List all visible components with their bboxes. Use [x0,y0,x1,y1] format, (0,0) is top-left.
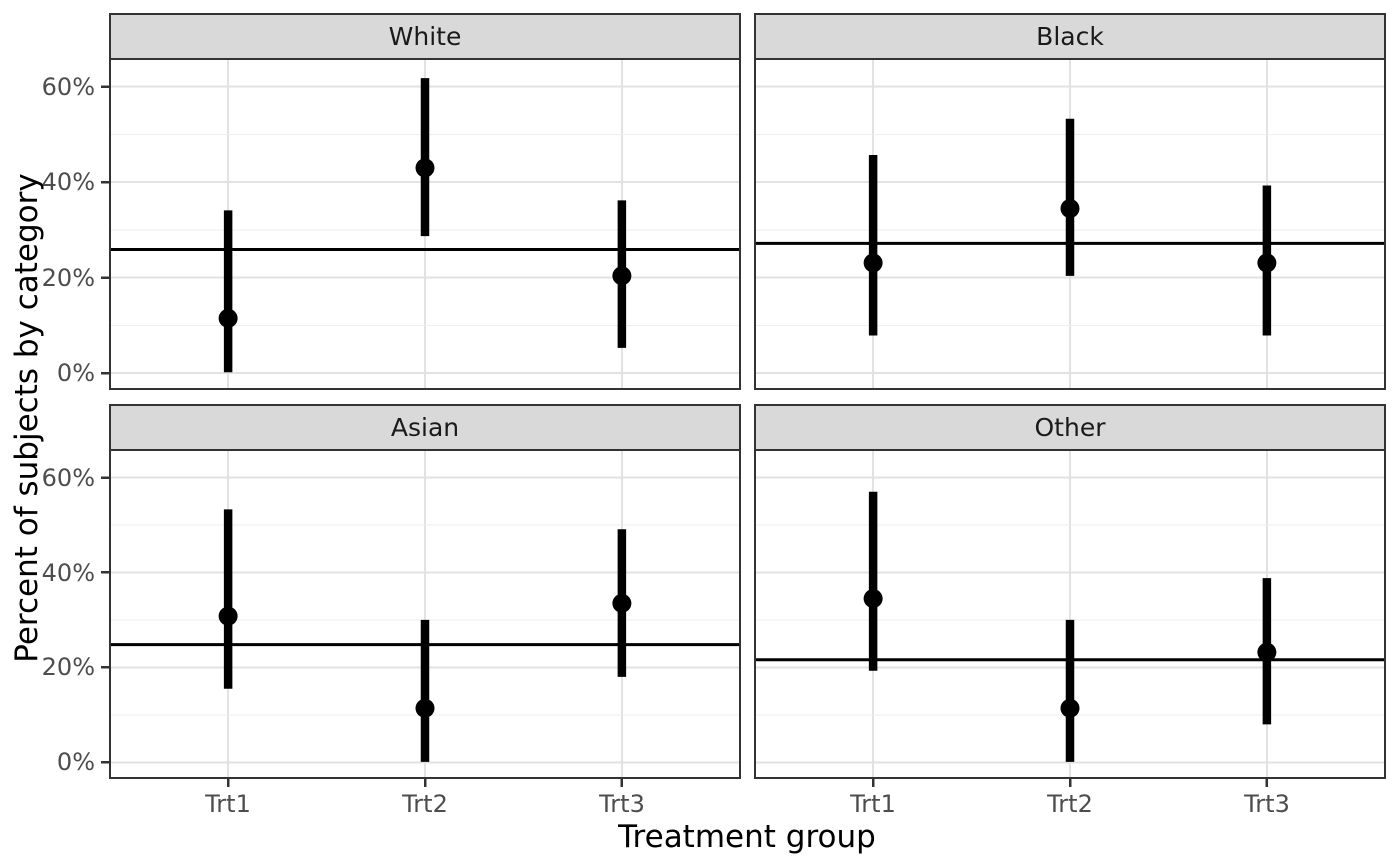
y-axis-title: Percent of subjects by category [9,173,45,663]
point-estimate [415,158,435,178]
y-tick-label-40-row1: 40% [41,168,95,197]
facet-strip [109,404,741,451]
x-tick-label-trt2-left: Trt2 [402,790,448,818]
facet-strip-label-asian: Asian [390,413,460,442]
x-tick-label-trt3-left: Trt3 [599,790,645,818]
facet-strip-label-other: Other [1034,413,1106,442]
facet-strip-label-black: Black [1036,22,1104,51]
point-estimate [1257,253,1277,273]
x-tick-label-trt2-right: Trt2 [1047,790,1093,818]
x-tick-label-trt1-right: Trt1 [850,790,896,818]
facet-strip [109,13,741,60]
point-estimate [863,253,883,273]
point-estimate [863,589,883,609]
point-estimate [1060,198,1080,218]
point-estimate [218,606,238,626]
point-estimate [218,308,238,328]
facet-strip-label-white: White [388,22,462,51]
x-tick-label-trt1-left: Trt1 [205,790,251,818]
facet-strip [754,13,1386,60]
y-tick-label-0-row1: 0% [56,359,95,388]
point-estimate [415,698,435,718]
y-tick-label-20-row1: 20% [41,263,95,292]
x-tick-label-trt3-right: Trt3 [1244,790,1290,818]
point-estimate [612,266,632,286]
point-estimate [612,593,632,613]
x-axis-title: Treatment group [618,819,876,855]
y-tick-label-20-row2: 20% [41,653,95,682]
point-estimate [1257,642,1277,662]
y-tick-label-60-row2: 60% [41,463,95,492]
y-tick-label-60-row1: 60% [41,72,95,101]
y-tick-label-0-row2: 0% [56,748,95,777]
point-estimate [1060,698,1080,718]
y-tick-label-40-row2: 40% [41,558,95,587]
facet-strip [754,404,1386,451]
